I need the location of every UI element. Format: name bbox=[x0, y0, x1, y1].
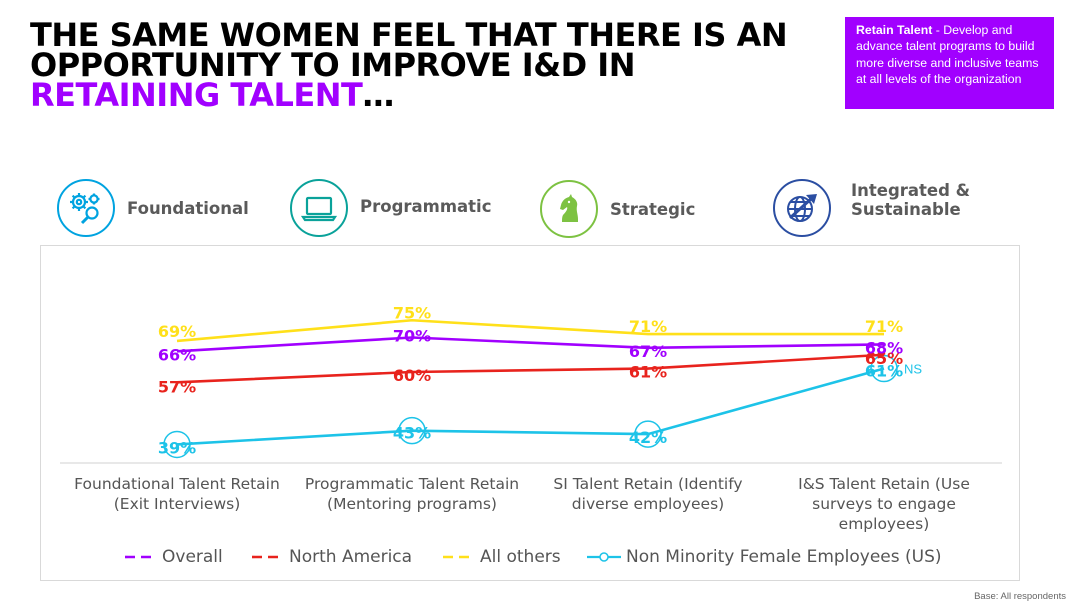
chess-knight-icon bbox=[540, 180, 598, 238]
data-label: 66% bbox=[158, 345, 196, 364]
data-label: 39% bbox=[158, 438, 196, 457]
page-title: THE SAME WOMEN FEEL THAT THERE IS AN OPP… bbox=[30, 16, 830, 111]
stage-foundational: Foundational bbox=[57, 178, 249, 238]
category-label-line: I&S Talent Retain (Use bbox=[798, 475, 970, 493]
stage-label: Integrated & Sustainable bbox=[851, 181, 971, 219]
stage-strategic: Strategic bbox=[540, 179, 695, 239]
data-label: 43% bbox=[393, 424, 431, 443]
category-label-line: Foundational Talent Retain bbox=[74, 475, 280, 493]
title-line-2: OPPORTUNITY TO IMPROVE I&D IN bbox=[30, 46, 635, 84]
data-label: 57% bbox=[158, 377, 196, 396]
title-accent: RETAINING TALENT bbox=[30, 76, 363, 114]
series-line-north-america bbox=[176, 353, 885, 384]
stage-programmatic: Programmatic bbox=[290, 178, 492, 238]
category-label: Foundational Talent Retain (Exit Intervie… bbox=[57, 474, 297, 514]
gears-magnifier-icon bbox=[57, 179, 115, 237]
data-label: 68% bbox=[865, 338, 903, 357]
data-point-marker bbox=[398, 416, 426, 445]
legend: Overall bbox=[124, 545, 223, 569]
data-label: 70% bbox=[393, 327, 431, 346]
legend-swatch-overall bbox=[124, 552, 158, 562]
data-label: 67% bbox=[629, 342, 667, 361]
footer-note: Base: All respondents bbox=[974, 591, 1066, 602]
stage-label: Foundational bbox=[127, 198, 249, 218]
globe-arrow-icon bbox=[773, 179, 831, 237]
category-label: I&S Talent Retain (Use surveys to engage e… bbox=[764, 474, 1004, 534]
title-line-1: THE SAME WOMEN FEEL THAT THERE IS AN bbox=[30, 16, 788, 54]
category-label-line: employees) bbox=[838, 515, 930, 533]
legend-swatch-all-others bbox=[442, 552, 476, 562]
category-label-line: (Mentoring programs) bbox=[327, 495, 497, 513]
legend-swatch-north-america bbox=[251, 552, 285, 562]
legend-label-all-others: All others bbox=[480, 547, 561, 567]
legend-label-non-minority-female: Non Minority Female Employees (US) bbox=[626, 547, 942, 567]
stage-integrated-sustainable: Integrated & Sustainable bbox=[773, 178, 970, 238]
data-label: 42% bbox=[629, 428, 667, 447]
category-label-line: surveys to engage bbox=[812, 495, 956, 513]
stage-label: Programmatic bbox=[360, 196, 492, 216]
legend: North America bbox=[251, 545, 412, 569]
definition-callout: Retain Talent - Develop and advance tale… bbox=[845, 17, 1054, 109]
legend-label-north-america: North America bbox=[289, 547, 413, 567]
category-label: Programmatic Talent Retain (Mentoring pro… bbox=[292, 474, 532, 514]
data-label: 60% bbox=[393, 366, 431, 385]
data-label: 61% bbox=[629, 363, 667, 382]
legend: Non Minority Female Employees (US) bbox=[586, 545, 942, 569]
data-label: 65% bbox=[865, 349, 903, 368]
stage-label: Strategic bbox=[610, 199, 696, 219]
legend-swatch-non-minority-female bbox=[586, 551, 622, 563]
title-line-3: RETAINING TALENT… bbox=[30, 79, 830, 111]
title-suffix: … bbox=[362, 76, 394, 114]
data-point-marker bbox=[634, 420, 662, 448]
data-label: 71% bbox=[865, 317, 903, 336]
category-label-line: Programmatic Talent Retain bbox=[304, 475, 520, 493]
series-line-non-minority-female-employees-us bbox=[176, 367, 885, 446]
category-label-line: SI Talent Retain (Identify bbox=[553, 475, 743, 493]
data-label: 61% bbox=[865, 362, 903, 381]
chart-panel bbox=[40, 245, 1020, 581]
data-point-marker bbox=[163, 430, 191, 459]
data-label: 69% bbox=[158, 322, 196, 341]
callout-heading: Retain Talent bbox=[856, 23, 933, 37]
laptop-icon bbox=[290, 179, 348, 237]
legend: All others bbox=[442, 545, 561, 569]
legend-label-overall: Overall bbox=[162, 547, 223, 567]
category-label-line: diverse employees) bbox=[571, 495, 725, 513]
category-label: SI Talent Retain (Identify diverse employ… bbox=[528, 474, 768, 514]
ns-annotation: NS bbox=[904, 362, 922, 377]
data-label: 75% bbox=[393, 303, 431, 322]
category-label-line: (Exit Interviews) bbox=[113, 495, 241, 513]
callout-text: - Develop and advance talent programs to… bbox=[856, 23, 1039, 86]
series-line-overall bbox=[176, 336, 885, 353]
series-line-all-others bbox=[176, 318, 884, 343]
data-label: 71% bbox=[629, 317, 667, 336]
